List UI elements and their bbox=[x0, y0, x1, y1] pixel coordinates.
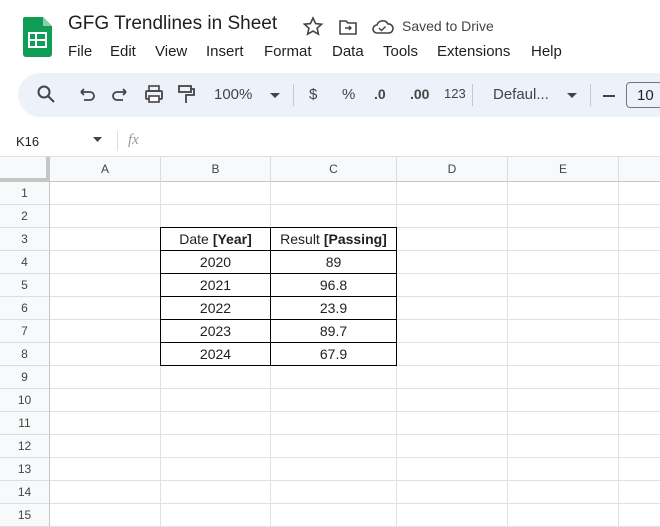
row-line bbox=[50, 457, 660, 458]
row-header[interactable]: 14 bbox=[0, 481, 50, 504]
table-cell[interactable]: 96.8 bbox=[270, 273, 397, 297]
row-header[interactable]: 3 bbox=[0, 228, 50, 251]
formula-bar: K16 fx bbox=[0, 126, 660, 157]
row-header[interactable]: 10 bbox=[0, 389, 50, 412]
menu-item[interactable]: Insert bbox=[206, 43, 244, 60]
corner bbox=[0, 157, 50, 182]
row-header[interactable]: 13 bbox=[0, 458, 50, 481]
sheets-logo[interactable] bbox=[23, 17, 53, 57]
table-cell[interactable]: 2020 bbox=[160, 250, 271, 274]
col-line bbox=[618, 182, 619, 527]
column-header[interactable] bbox=[619, 157, 660, 182]
row-header[interactable]: 4 bbox=[0, 251, 50, 274]
dropdown-arrow bbox=[270, 93, 280, 98]
menu-item[interactable]: File bbox=[68, 43, 93, 60]
separator bbox=[293, 84, 294, 106]
column-header[interactable]: A bbox=[50, 157, 161, 182]
column-header[interactable]: E bbox=[508, 157, 619, 182]
divider bbox=[117, 131, 118, 151]
toolbar-zoom[interactable]: 100% bbox=[214, 86, 253, 103]
toolbar-icons[interactable] bbox=[36, 84, 206, 106]
header-bold: [Year] bbox=[212, 231, 252, 247]
column-header[interactable]: B bbox=[161, 157, 271, 182]
menu-item[interactable]: Help bbox=[531, 43, 562, 60]
table-cell[interactable]: 89 bbox=[270, 250, 397, 274]
row-line bbox=[50, 388, 660, 389]
menu-item[interactable]: Tools bbox=[383, 43, 419, 60]
title-icons[interactable] bbox=[303, 16, 403, 38]
row-line bbox=[50, 204, 660, 205]
separator bbox=[472, 84, 473, 106]
row-header[interactable]: 5 bbox=[0, 274, 50, 297]
toolbar-percent[interactable]: % bbox=[342, 86, 356, 103]
table-cell[interactable]: 89.7 bbox=[270, 319, 397, 343]
name-box[interactable]: K16 bbox=[16, 134, 40, 149]
row-header[interactable]: 8 bbox=[0, 343, 50, 366]
separator bbox=[590, 84, 591, 106]
toolbar-font[interactable]: Defaul... bbox=[493, 86, 549, 103]
header-text: Result bbox=[280, 231, 320, 247]
column-header[interactable]: C bbox=[271, 157, 397, 182]
row-header[interactable]: 2 bbox=[0, 205, 50, 228]
header-text: Date bbox=[179, 231, 209, 247]
toolbar bbox=[18, 73, 660, 117]
menu-item[interactable]: View bbox=[155, 43, 188, 60]
menu-item[interactable]: Extensions bbox=[437, 43, 511, 60]
column-header[interactable]: D bbox=[397, 157, 508, 182]
table-cell[interactable]: 67.9 bbox=[270, 342, 397, 366]
fx-icon: fx bbox=[128, 132, 139, 148]
menu-item[interactable]: Format bbox=[264, 43, 312, 60]
row-line bbox=[50, 480, 660, 481]
font-size-box[interactable]: 10 bbox=[626, 82, 660, 108]
toolbar-increase-decimal[interactable]: .00 bbox=[410, 86, 430, 102]
row-header[interactable]: 11 bbox=[0, 412, 50, 435]
row-header[interactable]: 1 bbox=[0, 182, 50, 205]
row-line bbox=[50, 411, 660, 412]
toolbar-number-format[interactable]: 123 bbox=[444, 86, 466, 101]
menu-item[interactable]: Data bbox=[332, 43, 364, 60]
dropdown-arrow bbox=[567, 93, 577, 98]
table-cell[interactable]: 2023 bbox=[160, 319, 271, 343]
doc-title[interactable]: GFG Trendlines in Sheet bbox=[68, 13, 278, 34]
name-box-arrow[interactable] bbox=[93, 136, 103, 144]
table-cell[interactable]: 2021 bbox=[160, 273, 271, 297]
table-header-cell[interactable]: Date [Year] bbox=[160, 227, 271, 251]
col-line bbox=[507, 182, 508, 527]
row-header[interactable]: 9 bbox=[0, 366, 50, 389]
minus[interactable] bbox=[603, 95, 615, 97]
toolbar-decrease-decimal[interactable]: .0 bbox=[374, 86, 386, 102]
row-header[interactable]: 7 bbox=[0, 320, 50, 343]
row-header[interactable]: 12 bbox=[0, 435, 50, 458]
row-line bbox=[50, 503, 660, 504]
save-status[interactable]: Saved to Drive bbox=[402, 18, 494, 34]
table-cell[interactable]: 2022 bbox=[160, 296, 271, 320]
row-header[interactable]: 6 bbox=[0, 297, 50, 320]
table-cell[interactable]: 2024 bbox=[160, 342, 271, 366]
toolbar-currency[interactable]: $ bbox=[309, 86, 318, 103]
row-line bbox=[50, 434, 660, 435]
header-bold: [Passing] bbox=[323, 231, 387, 247]
table-cell[interactable]: 23.9 bbox=[270, 296, 397, 320]
row-header[interactable]: 15 bbox=[0, 504, 50, 527]
menu-item[interactable]: Edit bbox=[110, 43, 136, 60]
table-header-cell[interactable]: Result [Passing] bbox=[270, 227, 397, 251]
